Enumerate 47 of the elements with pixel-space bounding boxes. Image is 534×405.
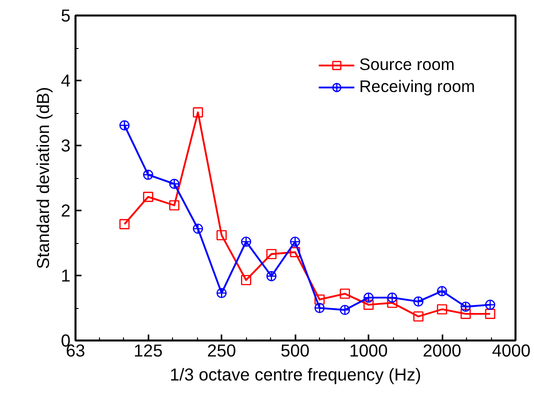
- point: [169, 178, 180, 189]
- point: [192, 224, 204, 234]
- y-tick-label: 5: [60, 6, 71, 26]
- y-axis-title: Standard deviation (dB): [32, 86, 53, 270]
- point: [314, 294, 325, 305]
- point: [290, 247, 300, 258]
- point: [436, 304, 448, 314]
- point: [216, 230, 227, 240]
- point: [363, 300, 374, 310]
- x-axis-title: 1/3 octave centre frequency (Hz): [170, 364, 422, 384]
- point: [143, 170, 154, 180]
- point: [387, 292, 398, 303]
- point: [119, 120, 130, 130]
- point: [119, 219, 130, 230]
- point: [485, 300, 496, 310]
- point: [340, 304, 350, 316]
- point: [436, 286, 448, 296]
- point: [266, 271, 277, 282]
- y-tick-label: 2: [60, 200, 71, 220]
- point: [143, 192, 154, 202]
- x-tick-label: 4000: [492, 340, 531, 360]
- y-tick-label: 4: [60, 70, 71, 90]
- point: [266, 248, 277, 260]
- legend-label: Source room: [359, 55, 455, 75]
- point: [216, 288, 227, 298]
- point: [169, 200, 180, 210]
- x-tick-label: 1000: [349, 340, 388, 360]
- point: [314, 302, 325, 314]
- point: [241, 274, 252, 286]
- y-tick-label: 3: [60, 136, 71, 156]
- legend-label: Receiving room: [359, 77, 475, 97]
- y-tick-label: 1: [60, 266, 71, 286]
- point: [485, 308, 496, 319]
- x-tick-label: 250: [207, 340, 236, 360]
- point: [413, 296, 424, 307]
- point: [192, 107, 204, 118]
- x-tick-label: 2000: [422, 340, 462, 360]
- point: [363, 292, 374, 303]
- point: [387, 298, 398, 308]
- point: [413, 311, 424, 322]
- x-tick-label: 500: [280, 340, 310, 360]
- point: [460, 302, 471, 312]
- point: [340, 288, 350, 299]
- point: [460, 308, 471, 319]
- point: [290, 236, 300, 247]
- x-tick-label: 125: [134, 340, 163, 360]
- point: [241, 236, 252, 247]
